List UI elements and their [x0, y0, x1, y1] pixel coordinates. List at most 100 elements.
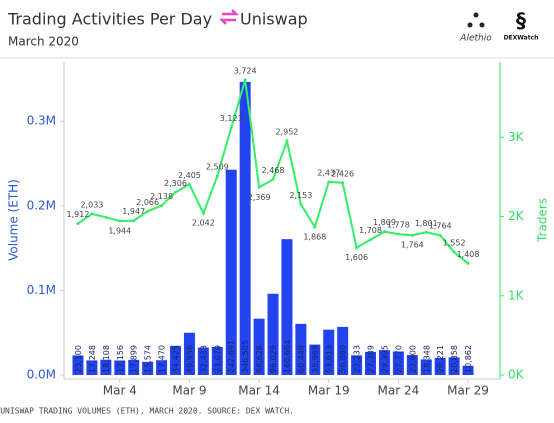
- line-point: [229, 126, 233, 130]
- bar-value-label: 29,395: [380, 345, 389, 373]
- line-value-label: 1,708: [359, 226, 382, 235]
- bar-value-label: 17,470: [158, 345, 167, 373]
- bar: [114, 360, 126, 375]
- line-point: [257, 185, 261, 189]
- line-point: [132, 219, 136, 223]
- bar: [420, 359, 432, 375]
- brand: Uniswap: [240, 10, 308, 29]
- logo-text: Alethio: [459, 34, 492, 44]
- line-point: [104, 215, 108, 219]
- line-value-label: 2,306: [164, 179, 187, 188]
- bar: [267, 293, 279, 375]
- line-point: [299, 202, 303, 206]
- bar: [72, 355, 84, 375]
- bar-value-label: 242,691: [227, 340, 236, 373]
- line-point: [243, 78, 247, 82]
- line-value-label: 3,121: [220, 114, 243, 123]
- line-value-label: 2,437: [317, 168, 340, 177]
- bar-value-label: 20,221: [436, 345, 445, 373]
- bar-value-label: 49,956: [185, 345, 194, 373]
- line-value-label: 3,724: [234, 66, 257, 75]
- y-tick-label: 0.0M: [27, 368, 56, 382]
- bar: [309, 344, 321, 375]
- line-point: [146, 209, 150, 213]
- y2-tick-label: 0K: [508, 368, 525, 382]
- y-tick-label: 0.2M: [27, 198, 56, 212]
- bar: [86, 360, 98, 375]
- line-point: [382, 230, 386, 234]
- bar-value-label: 23,100: [74, 345, 83, 373]
- bar: [295, 323, 307, 375]
- bar: [378, 350, 390, 375]
- x-tick-label: Mar 29: [447, 384, 489, 398]
- bar: [225, 169, 237, 375]
- line-point: [313, 225, 317, 229]
- bar: [183, 332, 195, 375]
- line-point: [369, 238, 373, 242]
- bar-value-label: 18,108: [102, 345, 111, 373]
- bar: [365, 351, 377, 375]
- line-point: [410, 233, 414, 237]
- bar-value-label: 17,899: [130, 345, 139, 373]
- y2-tick-label: 2K: [508, 209, 525, 223]
- bar: [100, 359, 112, 375]
- bar-value-label: 23,600: [408, 345, 417, 373]
- bar: [351, 355, 363, 375]
- line-point: [466, 261, 470, 265]
- line-point: [285, 139, 289, 143]
- x-tick-label: Mar 19: [308, 384, 350, 398]
- uniswap-icon: [218, 9, 240, 25]
- bar-value-label: 27,389: [367, 345, 376, 373]
- dexwatch-icon: §: [516, 9, 526, 33]
- bar: [253, 318, 265, 375]
- bar: [323, 329, 335, 375]
- line-value-label: 1,778: [387, 221, 410, 230]
- bar-value-label: 17,248: [88, 345, 97, 373]
- line-point: [90, 212, 94, 216]
- bar-value-label: 20,858: [450, 345, 459, 373]
- bar: [211, 347, 223, 375]
- line-value-label: 1,809: [373, 218, 396, 227]
- line-point: [271, 177, 275, 181]
- line-point: [438, 233, 442, 237]
- y-axis-label: Volume (ETH): [7, 179, 21, 261]
- line-value-label: 2,405: [178, 171, 201, 180]
- line-value-label: 1,912: [67, 210, 90, 219]
- bar-value-label: 27,770: [394, 345, 403, 373]
- alethio-logo: [467, 12, 485, 28]
- bar-value-label: 96,029: [269, 345, 278, 373]
- line-point: [118, 219, 122, 223]
- bar-value-label: 160,604: [283, 340, 292, 373]
- bar-value-label: 60,449: [297, 345, 306, 373]
- line-point: [174, 190, 178, 194]
- bar: [337, 326, 349, 375]
- line-point: [341, 181, 345, 185]
- bar-value-label: 346,505: [241, 340, 250, 373]
- x-tick-label: Mar 9: [172, 384, 206, 398]
- line-point: [452, 250, 456, 254]
- logo-text: DEXWatch: [504, 35, 539, 42]
- bar-value-label: 17,156: [116, 345, 125, 373]
- line-value-label: 2,066: [136, 198, 159, 207]
- bar-value-label: 23,233: [353, 345, 362, 373]
- line-point: [355, 246, 359, 250]
- line-value-label: 2,426: [331, 169, 354, 178]
- line-value-label: 2,509: [206, 163, 229, 172]
- line-point: [160, 204, 164, 208]
- line-value-label: 2,468: [262, 166, 285, 175]
- line-point: [76, 221, 80, 225]
- line-point: [327, 180, 331, 184]
- y2-tick-label: 3K: [508, 130, 525, 144]
- chart-subtitle: March 2020: [8, 35, 79, 49]
- bar: [128, 359, 140, 375]
- line-value-label: 2,369: [248, 193, 271, 202]
- bar-value-label: 10,862: [464, 345, 473, 373]
- bar-value-label: 34,425: [172, 345, 181, 373]
- line-value-label: 1,947: [122, 207, 145, 216]
- bar: [392, 351, 404, 375]
- line-point: [424, 230, 428, 234]
- line-value-label: 1,764: [429, 222, 452, 231]
- line-value-label: 2,952: [275, 128, 298, 137]
- bar-value-label: 35,969: [311, 345, 320, 373]
